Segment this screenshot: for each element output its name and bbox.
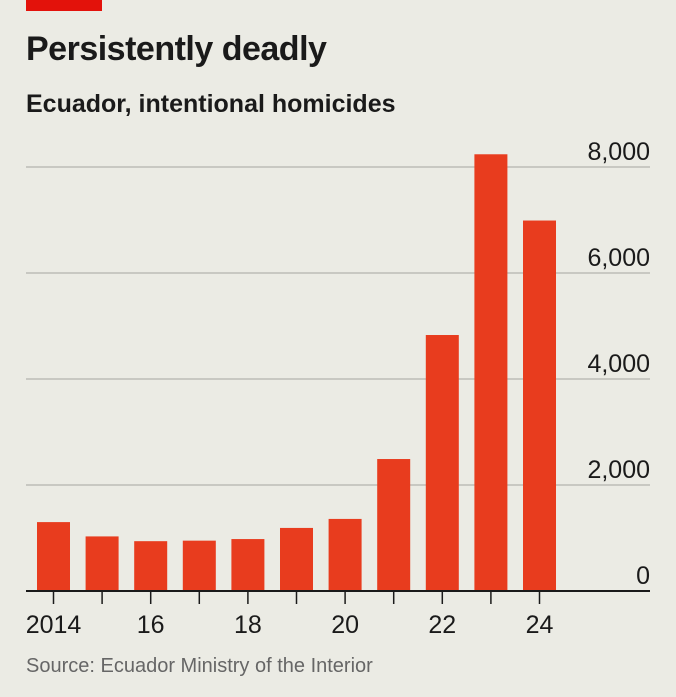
x-tick-label: 18: [234, 611, 262, 639]
bar-2018: [231, 539, 265, 591]
x-tick-label: 22: [428, 611, 456, 639]
bar-2021: [377, 459, 411, 591]
x-tick-label: 16: [137, 611, 165, 639]
bar-2022: [425, 335, 459, 591]
chart-title: Persistently deadly: [26, 30, 327, 68]
x-tick-label: 20: [331, 611, 359, 639]
chart-subtitle: Ecuador, intentional homicides: [26, 90, 396, 118]
bar-2023: [474, 154, 508, 591]
source-note: Source: Ecuador Ministry of the Interior: [26, 655, 373, 677]
bar-2014: [37, 522, 70, 591]
y-tick-label: 2,000: [587, 456, 650, 484]
brand-accent-bar: [26, 0, 102, 11]
x-tick-label: 24: [526, 611, 554, 639]
y-tick-label: 6,000: [587, 244, 650, 272]
bar-2017: [182, 540, 216, 591]
bar-2016: [134, 541, 168, 591]
bar-2015: [85, 536, 119, 591]
bar-2024: [523, 220, 556, 591]
bar-2020: [328, 518, 362, 591]
y-tick-label: 8,000: [587, 138, 650, 166]
x-tick-label: 2014: [26, 611, 82, 639]
bar-2019: [280, 527, 313, 591]
y-tick-label: 0: [636, 562, 650, 590]
y-tick-label: 4,000: [587, 350, 650, 378]
